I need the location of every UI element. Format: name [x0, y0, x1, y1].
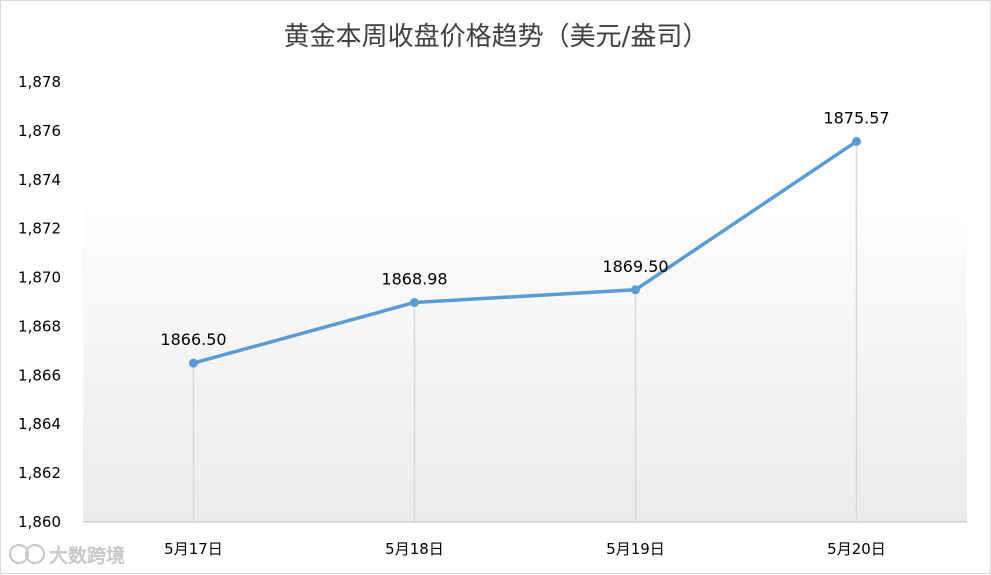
drop-lines	[192, 141, 858, 522]
watermark-logo-icon-inner	[25, 544, 45, 564]
y-tick-label: 1,864	[18, 415, 61, 433]
y-tick-label: 1,870	[18, 269, 61, 287]
data-label: 1866.50	[160, 330, 226, 349]
data-label: 1875.57	[823, 108, 889, 127]
y-tick-label: 1,868	[18, 317, 61, 335]
y-axis: 1,860 1,862 1,864 1,866 1,868 1,870 1,872 1,874…	[18, 73, 61, 531]
data-points	[189, 136, 861, 368]
x-axis: 5月17日 5月18日 5月19日 5月20日	[164, 540, 886, 558]
y-tick-label: 1,876	[18, 122, 61, 140]
data-point	[631, 285, 640, 295]
y-tick-label: 1,874	[18, 171, 61, 189]
watermark-logo-icon	[9, 544, 29, 564]
x-tick-label: 5月18日	[385, 540, 444, 558]
y-tick-label: 1,866	[18, 366, 61, 384]
x-tick-label: 5月20日	[827, 540, 886, 558]
chart-title: 黄金本周收盘价格趋势（美元/盎司）	[284, 22, 709, 52]
watermark: 大数跨境	[9, 544, 125, 567]
watermark-text: 大数跨境	[49, 544, 125, 567]
y-tick-label: 1,872	[18, 220, 61, 238]
x-tick-label: 5月19日	[606, 540, 665, 558]
data-label: 1869.50	[602, 257, 668, 276]
data-label: 1868.98	[381, 269, 447, 288]
y-tick-label: 1,878	[18, 73, 61, 91]
x-tick-label: 5月17日	[164, 540, 223, 558]
y-tick-label: 1,862	[18, 464, 61, 482]
data-point	[852, 136, 861, 146]
data-point	[189, 358, 198, 368]
plot-area	[83, 176, 967, 522]
data-point	[410, 297, 419, 307]
y-tick-label: 1,860	[18, 513, 61, 531]
data-labels: 1866.50 1868.98 1869.50 1875.57	[160, 108, 889, 349]
series-line	[191, 139, 859, 365]
